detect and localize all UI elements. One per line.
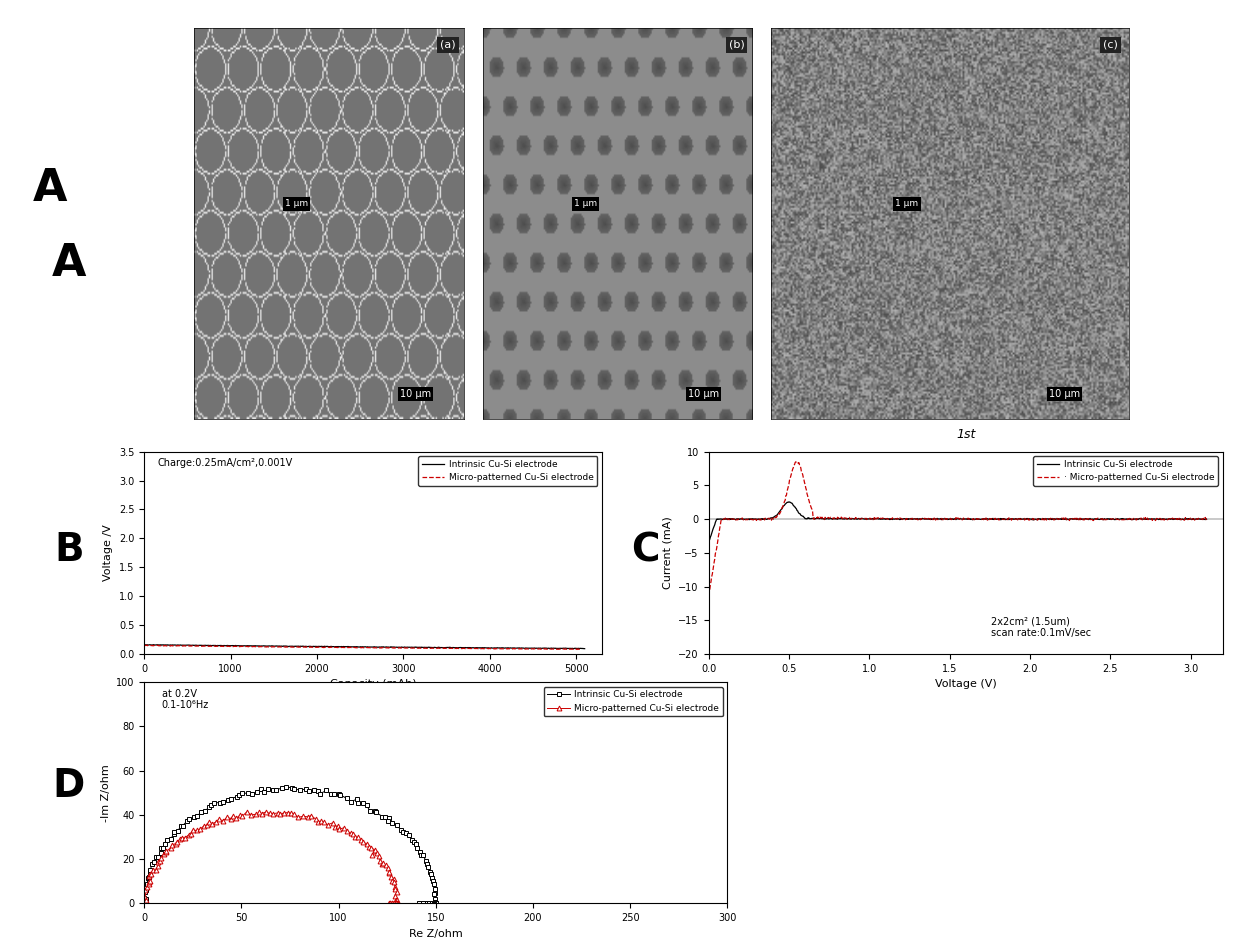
Text: 1 μm: 1 μm — [285, 199, 308, 209]
Intrinsic Cu-Si electrode — [1199, 514, 1214, 525]
Micro-patterned Cu-Si electrode — [381, 866, 396, 877]
Y-axis label: -Im Z/ohm: -Im Z/ohm — [100, 764, 110, 821]
Micro-patterned Cu-Si electrode — [137, 898, 152, 909]
Text: (c): (c) — [1104, 40, 1117, 50]
Micro-patterned Cu-Si electrode — [569, 644, 584, 655]
X-axis label: Voltage (V): Voltage (V) — [934, 679, 997, 689]
Micro-patterned Cu-Si electrode — [314, 816, 329, 827]
Intrinsic Cu-Si electrode — [424, 869, 439, 880]
· Micro-patterned Cu-Si electrode — [731, 514, 746, 525]
Intrinsic Cu-Si electrode — [418, 642, 433, 653]
Text: 1 μm: 1 μm — [895, 199, 919, 209]
Intrinsic Cu-Si electrode — [278, 781, 293, 792]
Line: Intrinsic Cu-Si electrode: Intrinsic Cu-Si electrode — [142, 784, 439, 906]
Line: Intrinsic Cu-Si electrode: Intrinsic Cu-Si electrode — [709, 502, 1206, 543]
Intrinsic Cu-Si electrode — [472, 642, 487, 653]
Line: Micro-patterned Cu-Si electrode: Micro-patterned Cu-Si electrode — [144, 646, 581, 649]
Text: A: A — [51, 242, 87, 285]
Text: 10 μm: 10 μm — [688, 390, 720, 399]
Y-axis label: Voltage /V: Voltage /V — [103, 524, 113, 582]
Intrinsic Cu-Si electrode — [176, 820, 191, 831]
Legend: Intrinsic Cu-Si electrode, Micro-patterned Cu-Si electrode: Intrinsic Cu-Si electrode, Micro-pattern… — [544, 687, 722, 716]
Line: Micro-patterned Cu-Si electrode: Micro-patterned Cu-Si electrode — [140, 809, 400, 906]
Intrinsic Cu-Si electrode — [1080, 514, 1095, 525]
Micro-patterned Cu-Si electrode — [139, 640, 154, 651]
X-axis label: Re Z/ohm: Re Z/ohm — [409, 929, 463, 938]
· Micro-patterned Cu-Si electrode — [701, 591, 716, 602]
Intrinsic Cu-Si electrode — [782, 496, 798, 507]
Intrinsic Cu-Si electrode — [731, 514, 746, 525]
Text: (a): (a) — [440, 40, 456, 50]
· Micro-patterned Cu-Si electrode — [1004, 515, 1020, 526]
Legend: Intrinsic Cu-Si electrode, · Micro-patterned Cu-Si electrode: Intrinsic Cu-Si electrode, · Micro-patte… — [1033, 456, 1218, 486]
Intrinsic Cu-Si electrode — [418, 898, 433, 909]
Intrinsic Cu-Si electrode — [164, 640, 179, 651]
· Micro-patterned Cu-Si electrode — [1199, 513, 1214, 524]
Intrinsic Cu-Si electrode — [517, 643, 532, 654]
Intrinsic Cu-Si electrode — [1004, 514, 1020, 525]
Micro-patterned Cu-Si electrode — [361, 841, 376, 853]
Text: 10 μm: 10 μm — [1048, 390, 1080, 399]
Y-axis label: Current (mA): Current (mA) — [662, 517, 672, 589]
Line: Intrinsic Cu-Si electrode: Intrinsic Cu-Si electrode — [144, 645, 584, 648]
· Micro-patterned Cu-Si electrode — [1020, 514, 1035, 525]
Text: B: B — [54, 532, 84, 569]
Intrinsic Cu-Si electrode — [701, 537, 716, 549]
Text: 10 μm: 10 μm — [400, 390, 431, 399]
Intrinsic Cu-Si electrode — [349, 793, 364, 805]
Micro-patterned Cu-Si electrode — [164, 640, 179, 651]
Micro-patterned Cu-Si electrode — [513, 644, 528, 655]
Micro-patterned Cu-Si electrode — [382, 898, 398, 909]
· Micro-patterned Cu-Si electrode — [991, 513, 1006, 524]
Micro-patterned Cu-Si electrode — [258, 806, 273, 818]
Intrinsic Cu-Si electrode — [991, 513, 1006, 524]
Micro-patterned Cu-Si electrode — [468, 643, 483, 654]
Micro-patterned Cu-Si electrode — [189, 825, 204, 837]
Micro-patterned Cu-Si electrode — [169, 837, 184, 848]
Text: C: C — [632, 532, 660, 569]
Text: 1st: 1st — [956, 427, 976, 440]
Intrinsic Cu-Si electrode — [566, 643, 581, 654]
Intrinsic Cu-Si electrode — [137, 898, 152, 909]
Intrinsic Cu-Si electrode — [202, 802, 217, 813]
Micro-patterned Cu-Si electrode — [573, 644, 588, 655]
Text: 1 μm: 1 μm — [573, 199, 597, 209]
Micro-patterned Cu-Si electrode — [403, 643, 418, 654]
Text: (b): (b) — [729, 40, 745, 50]
Text: 2x2cm² (1.5um)
scan rate:0.1mV/sec: 2x2cm² (1.5um) scan rate:0.1mV/sec — [991, 616, 1091, 638]
Text: A: A — [33, 167, 68, 210]
Intrinsic Cu-Si electrode — [145, 639, 161, 650]
Intrinsic Cu-Si electrode — [405, 642, 420, 653]
Intrinsic Cu-Si electrode — [1020, 514, 1035, 525]
Intrinsic Cu-Si electrode — [1131, 514, 1146, 525]
Text: D: D — [53, 767, 85, 805]
Micro-patterned Cu-Si electrode — [390, 642, 405, 653]
Text: Charge:0.25mA/cm²,0.001V: Charge:0.25mA/cm²,0.001V — [158, 457, 293, 468]
Micro-patterned Cu-Si electrode — [137, 640, 152, 651]
· Micro-patterned Cu-Si electrode — [790, 455, 805, 467]
Micro-patterned Cu-Si electrode — [415, 643, 430, 654]
X-axis label: Capacity (mAh): Capacity (mAh) — [330, 679, 416, 689]
Intrinsic Cu-Si electrode — [577, 643, 592, 654]
Line: · Micro-patterned Cu-Si electrode: · Micro-patterned Cu-Si electrode — [709, 461, 1206, 597]
· Micro-patterned Cu-Si electrode — [1080, 513, 1095, 524]
· Micro-patterned Cu-Si electrode — [1131, 513, 1146, 524]
Legend: Intrinsic Cu-Si electrode, Micro-patterned Cu-Si electrode: Intrinsic Cu-Si electrode, Micro-pattern… — [419, 456, 597, 486]
Intrinsic Cu-Si electrode — [411, 898, 426, 909]
Intrinsic Cu-Si electrode — [403, 829, 418, 840]
Micro-patterned Cu-Si electrode — [385, 898, 400, 909]
Text: at 0.2V
0.1-10⁶Hz: at 0.2V 0.1-10⁶Hz — [162, 689, 209, 710]
Intrinsic Cu-Si electrode — [393, 642, 408, 653]
Intrinsic Cu-Si electrode — [137, 639, 152, 650]
